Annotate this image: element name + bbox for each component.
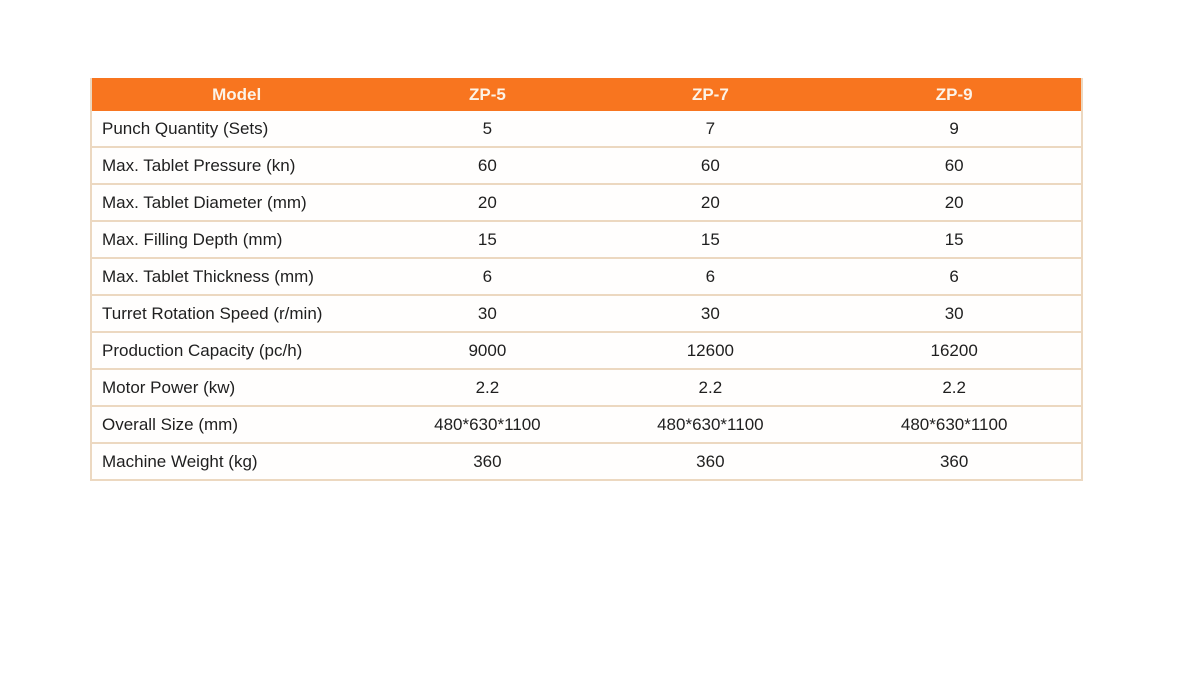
- table-row: Machine Weight (kg) 360 360 360: [91, 443, 1082, 481]
- cell-value: 6: [381, 258, 594, 296]
- header-cell-model: Model: [91, 78, 382, 111]
- row-label: Max. Tablet Thickness (mm): [91, 258, 382, 296]
- cell-value: 5: [381, 111, 594, 148]
- cell-value: 20: [593, 184, 828, 222]
- cell-value: 6: [827, 258, 1082, 296]
- cell-value: 30: [381, 295, 594, 333]
- cell-value: 9000: [381, 332, 594, 370]
- spec-table: Model ZP-5 ZP-7 ZP-9 Punch Quantity (Set…: [90, 78, 1083, 481]
- row-label: Max. Filling Depth (mm): [91, 221, 382, 259]
- header-cell-zp5: ZP-5: [381, 78, 594, 111]
- row-label: Overall Size (mm): [91, 406, 382, 444]
- table-row: Punch Quantity (Sets) 5 7 9: [91, 111, 1082, 148]
- cell-value: 480*630*1100: [593, 406, 828, 444]
- cell-value: 15: [593, 221, 828, 259]
- table-row: Max. Tablet Diameter (mm) 20 20 20: [91, 184, 1082, 222]
- cell-value: 30: [827, 295, 1082, 333]
- cell-value: 480*630*1100: [381, 406, 594, 444]
- table-row: Motor Power (kw) 2.2 2.2 2.2: [91, 369, 1082, 407]
- cell-value: 480*630*1100: [827, 406, 1082, 444]
- cell-value: 2.2: [593, 369, 828, 407]
- cell-value: 2.2: [827, 369, 1082, 407]
- cell-value: 60: [381, 147, 594, 185]
- cell-value: 60: [593, 147, 828, 185]
- cell-value: 20: [827, 184, 1082, 222]
- table-row: Max. Tablet Pressure (kn) 60 60 60: [91, 147, 1082, 185]
- cell-value: 12600: [593, 332, 828, 370]
- table-row: Turret Rotation Speed (r/min) 30 30 30: [91, 295, 1082, 333]
- cell-value: 360: [381, 443, 594, 481]
- row-label: Motor Power (kw): [91, 369, 382, 407]
- cell-value: 2.2: [381, 369, 594, 407]
- cell-value: 60: [827, 147, 1082, 185]
- row-label: Production Capacity (pc/h): [91, 332, 382, 370]
- row-label: Machine Weight (kg): [91, 443, 382, 481]
- header-cell-zp9: ZP-9: [827, 78, 1082, 111]
- table-row: Max. Filling Depth (mm) 15 15 15: [91, 221, 1082, 259]
- cell-value: 20: [381, 184, 594, 222]
- cell-value: 6: [593, 258, 828, 296]
- cell-value: 360: [827, 443, 1082, 481]
- header-cell-zp7: ZP-7: [593, 78, 828, 111]
- table-row: Overall Size (mm) 480*630*1100 480*630*1…: [91, 406, 1082, 444]
- cell-value: 30: [593, 295, 828, 333]
- cell-value: 9: [827, 111, 1082, 148]
- row-label: Max. Tablet Diameter (mm): [91, 184, 382, 222]
- row-label: Turret Rotation Speed (r/min): [91, 295, 382, 333]
- cell-value: 16200: [827, 332, 1082, 370]
- cell-value: 360: [593, 443, 828, 481]
- table-row: Max. Tablet Thickness (mm) 6 6 6: [91, 258, 1082, 296]
- table-row: Production Capacity (pc/h) 9000 12600 16…: [91, 332, 1082, 370]
- row-label: Max. Tablet Pressure (kn): [91, 147, 382, 185]
- cell-value: 7: [593, 111, 828, 148]
- row-label: Punch Quantity (Sets): [91, 111, 382, 148]
- cell-value: 15: [381, 221, 594, 259]
- cell-value: 15: [827, 221, 1082, 259]
- header-row: Model ZP-5 ZP-7 ZP-9: [91, 78, 1082, 111]
